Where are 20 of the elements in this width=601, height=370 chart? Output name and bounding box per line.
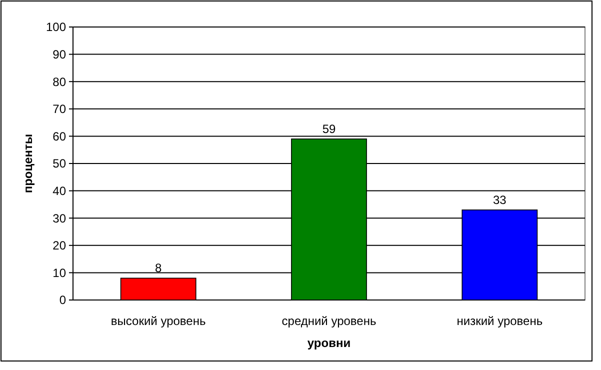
y-tick-label: 20 xyxy=(52,238,66,253)
y-tick-label: 40 xyxy=(52,184,66,198)
data-label: 59 xyxy=(322,122,336,136)
x-tick-label: высокий уровень xyxy=(110,314,206,328)
y-tick-label: 90 xyxy=(52,48,66,62)
x-tick-label: низкий уровень xyxy=(456,314,543,328)
y-tick-label: 10 xyxy=(52,266,66,280)
x-axis-title: уровни xyxy=(307,336,351,350)
y-tick-label: 60 xyxy=(52,129,66,144)
bar xyxy=(120,278,196,300)
data-label: 33 xyxy=(492,192,507,207)
y-axis-title: проценты xyxy=(21,134,35,194)
y-tick-label: 50 xyxy=(52,156,66,171)
y-tick-label: 80 xyxy=(52,74,66,89)
data-label: 8 xyxy=(154,261,162,276)
y-tick-label: 30 xyxy=(52,211,66,226)
x-tick-label: средний уровень xyxy=(282,314,376,328)
y-tick-label: 100 xyxy=(46,20,66,34)
y-tick-label: 70 xyxy=(52,102,66,116)
y-tick-label: 0 xyxy=(59,293,66,308)
